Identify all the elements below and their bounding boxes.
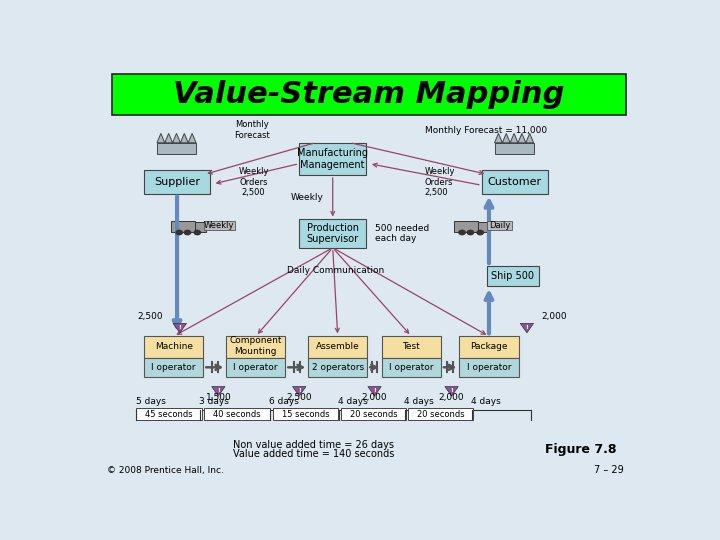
Circle shape: [194, 230, 201, 235]
FancyBboxPatch shape: [300, 219, 366, 248]
Text: Monthly
Forecast: Monthly Forecast: [234, 120, 270, 140]
Text: Weekly
Orders
2,500: Weekly Orders 2,500: [238, 167, 269, 197]
Polygon shape: [521, 323, 534, 333]
Text: Machine: Machine: [155, 341, 193, 350]
Circle shape: [184, 230, 192, 235]
Text: 1,500: 1,500: [205, 393, 231, 402]
Text: I operator: I operator: [389, 363, 433, 372]
FancyBboxPatch shape: [382, 358, 441, 377]
Text: Supplier: Supplier: [154, 177, 200, 187]
Polygon shape: [173, 323, 186, 333]
Text: 5 days: 5 days: [136, 397, 166, 406]
FancyBboxPatch shape: [459, 336, 518, 358]
Text: Monthly Forecast = 11,000: Monthly Forecast = 11,000: [425, 126, 547, 134]
Text: 4 days: 4 days: [404, 397, 434, 406]
Polygon shape: [212, 387, 225, 396]
Circle shape: [467, 230, 474, 235]
FancyBboxPatch shape: [300, 143, 366, 175]
FancyBboxPatch shape: [454, 221, 477, 233]
Text: I operator: I operator: [151, 363, 196, 372]
Text: Daily Communication: Daily Communication: [287, 266, 384, 275]
FancyBboxPatch shape: [487, 266, 539, 286]
Text: !: !: [179, 325, 181, 330]
Text: 2,000: 2,000: [361, 393, 387, 402]
FancyBboxPatch shape: [341, 408, 406, 420]
FancyBboxPatch shape: [144, 336, 203, 358]
FancyBboxPatch shape: [144, 358, 203, 377]
Text: Test: Test: [402, 341, 420, 350]
FancyBboxPatch shape: [495, 143, 534, 154]
Text: Weekly: Weekly: [291, 193, 324, 202]
Text: 20 seconds: 20 seconds: [417, 409, 464, 418]
Text: 20 seconds: 20 seconds: [350, 409, 397, 418]
Text: Non value added time = 26 days: Non value added time = 26 days: [233, 440, 394, 450]
FancyBboxPatch shape: [477, 222, 489, 232]
FancyBboxPatch shape: [171, 221, 195, 233]
Text: Ship 500: Ship 500: [492, 271, 534, 281]
Text: 15 seconds: 15 seconds: [282, 409, 330, 418]
Text: 4 days: 4 days: [338, 397, 368, 406]
Text: Package: Package: [470, 341, 508, 350]
FancyBboxPatch shape: [144, 170, 210, 194]
Text: Customer: Customer: [487, 177, 541, 187]
Polygon shape: [445, 387, 459, 396]
Polygon shape: [157, 133, 196, 143]
Text: 2,000: 2,000: [541, 312, 567, 321]
FancyBboxPatch shape: [157, 143, 196, 154]
Circle shape: [175, 230, 183, 235]
Text: 40 seconds: 40 seconds: [213, 409, 261, 418]
FancyBboxPatch shape: [273, 408, 338, 420]
Text: 2,500: 2,500: [138, 312, 163, 321]
Text: Daily: Daily: [490, 221, 510, 230]
Text: 2,500: 2,500: [287, 393, 312, 402]
Text: I operator: I operator: [467, 363, 511, 372]
Text: 500 needed
each day: 500 needed each day: [374, 224, 429, 244]
Text: Production
Supervisor: Production Supervisor: [307, 223, 359, 245]
Text: 45 seconds: 45 seconds: [145, 409, 193, 418]
FancyBboxPatch shape: [408, 408, 473, 420]
FancyBboxPatch shape: [204, 408, 270, 420]
Text: Manufacturing
Management: Manufacturing Management: [297, 148, 368, 170]
Text: © 2008 Prentice Hall, Inc.: © 2008 Prentice Hall, Inc.: [107, 465, 224, 475]
FancyBboxPatch shape: [487, 221, 513, 230]
FancyBboxPatch shape: [459, 358, 518, 377]
FancyBboxPatch shape: [204, 221, 235, 230]
Text: Assemble: Assemble: [316, 341, 359, 350]
FancyBboxPatch shape: [382, 336, 441, 358]
Text: 6 days: 6 days: [269, 397, 298, 406]
Text: !: !: [373, 388, 376, 393]
Text: !: !: [450, 388, 453, 393]
Text: !: !: [526, 325, 528, 330]
Text: 2 operators: 2 operators: [312, 363, 364, 372]
FancyBboxPatch shape: [226, 336, 285, 358]
FancyBboxPatch shape: [112, 74, 626, 114]
Text: Value added time = 140 seconds: Value added time = 140 seconds: [233, 449, 394, 460]
Text: Weekly: Weekly: [204, 221, 235, 230]
Text: Value-Stream Mapping: Value-Stream Mapping: [174, 80, 564, 109]
FancyBboxPatch shape: [308, 336, 367, 358]
Polygon shape: [292, 387, 306, 396]
FancyBboxPatch shape: [308, 358, 367, 377]
Text: 3 days: 3 days: [199, 397, 229, 406]
Text: 7 – 29: 7 – 29: [594, 465, 624, 475]
Polygon shape: [495, 133, 534, 143]
FancyBboxPatch shape: [136, 408, 202, 420]
Polygon shape: [368, 387, 382, 396]
Text: Component
Mounting: Component Mounting: [230, 336, 282, 356]
Text: !: !: [298, 388, 301, 393]
Circle shape: [477, 230, 484, 235]
Text: 2,000: 2,000: [438, 393, 464, 402]
Text: Figure 7.8: Figure 7.8: [545, 443, 617, 456]
FancyBboxPatch shape: [482, 170, 547, 194]
FancyBboxPatch shape: [226, 358, 285, 377]
Text: I operator: I operator: [233, 363, 278, 372]
Text: Weekly
Orders
2,500: Weekly Orders 2,500: [425, 167, 455, 197]
Circle shape: [458, 230, 466, 235]
Text: !: !: [217, 388, 220, 393]
FancyBboxPatch shape: [195, 222, 206, 232]
Text: 4 days: 4 days: [471, 397, 501, 406]
